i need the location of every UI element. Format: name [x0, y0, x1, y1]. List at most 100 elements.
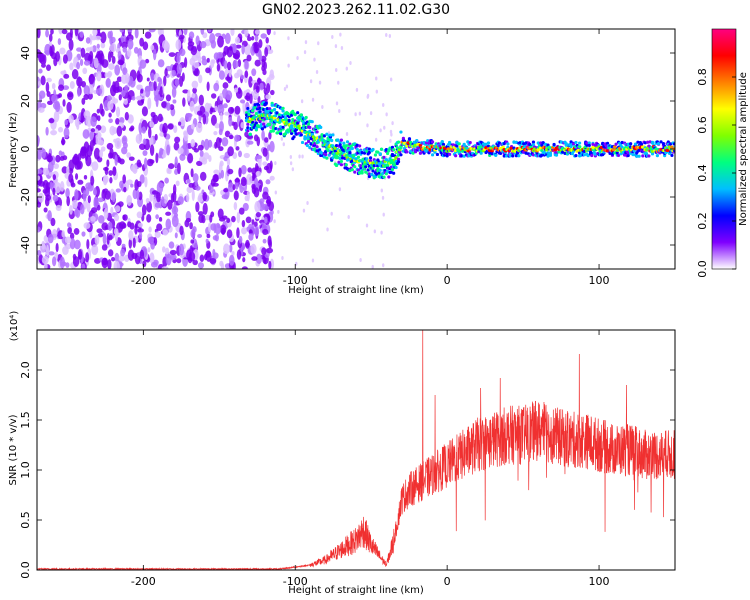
- noise-speckle: [254, 59, 261, 67]
- noise-speckle: [85, 115, 93, 127]
- noise-speckle: [213, 222, 217, 234]
- signal-cell: [641, 154, 645, 158]
- noise-speckle: [107, 221, 113, 231]
- signal-cell: [486, 141, 491, 145]
- noise-speckle: [259, 198, 265, 204]
- colorbar-tick-label: 0.0: [696, 260, 709, 278]
- noise-speckle: [166, 144, 171, 156]
- noise-speckle: [93, 57, 99, 69]
- noise-speckle: [92, 29, 98, 37]
- noise-speckle: [215, 136, 221, 149]
- noise-speckle: [118, 254, 125, 262]
- noise-speckle: [190, 168, 194, 178]
- noise-speckle: [161, 39, 169, 50]
- noise-speckle: [107, 259, 112, 269]
- noise-speckle: [145, 197, 150, 204]
- noise-speckle: [358, 111, 362, 116]
- signal-cell: [245, 113, 249, 117]
- noise-speckle: [214, 105, 218, 112]
- noise-speckle: [142, 150, 148, 156]
- noise-speckle: [218, 70, 225, 80]
- noise-speckle: [379, 128, 382, 133]
- noise-speckle: [97, 215, 105, 224]
- noise-speckle: [37, 188, 41, 193]
- noise-speckle: [66, 165, 70, 176]
- noise-speckle: [112, 127, 118, 134]
- noise-speckle: [150, 261, 158, 268]
- signal-cell: [359, 164, 363, 168]
- noise-speckle: [199, 171, 207, 182]
- noise-speckle: [44, 50, 51, 55]
- signal-cell: [396, 160, 401, 164]
- signal-cell: [548, 153, 553, 157]
- colorbar-tick-label: 0.4: [696, 164, 709, 182]
- noise-speckle: [155, 95, 159, 108]
- noise-speckle: [157, 113, 163, 123]
- noise-speckle: [70, 182, 76, 188]
- noise-speckle: [259, 82, 264, 91]
- signal-cell: [366, 168, 370, 172]
- snr-x-ticks: -200 -100 0 100: [131, 330, 610, 588]
- noise-speckle: [38, 192, 45, 203]
- noise-speckle: [234, 72, 240, 79]
- signal-cell: [546, 154, 550, 158]
- y-tick-label: 0: [19, 146, 32, 153]
- noise-speckle: [55, 51, 60, 62]
- signal-cell: [360, 150, 364, 155]
- noise-speckle: [260, 33, 267, 39]
- noise-speckle: [125, 72, 130, 84]
- signal-cell: [396, 140, 401, 144]
- noise-speckle: [85, 37, 91, 44]
- signal-cell: [254, 111, 258, 116]
- noise-speckle: [262, 228, 269, 236]
- noise-speckle: [241, 227, 247, 235]
- noise-speckle: [188, 251, 196, 262]
- noise-speckle: [83, 175, 88, 180]
- signal-cell: [358, 171, 362, 175]
- noise-speckle: [274, 161, 277, 166]
- noise-speckle: [262, 203, 269, 211]
- noise-speckle: [136, 84, 141, 90]
- signal-cell: [586, 153, 590, 158]
- noise-speckle: [258, 158, 262, 168]
- signal-cell: [355, 143, 359, 147]
- signal-cell: [647, 154, 651, 158]
- noise-speckle: [206, 233, 211, 239]
- noise-speckle: [108, 118, 113, 124]
- noise-speckle: [48, 33, 53, 42]
- signal-cell: [390, 145, 395, 149]
- signal-cell: [377, 171, 381, 175]
- noise-speckle: [73, 239, 81, 250]
- noise-speckle: [50, 217, 56, 227]
- noise-speckle: [210, 59, 215, 69]
- signal-cell: [615, 151, 619, 155]
- noise-speckle: [90, 207, 98, 214]
- noise-speckle: [371, 264, 374, 269]
- noise-speckle: [167, 163, 175, 170]
- signal-cell: [508, 152, 512, 156]
- noise-speckle: [150, 111, 156, 118]
- signal-cell: [531, 140, 536, 144]
- noise-speckle: [186, 186, 193, 194]
- noise-speckle: [127, 38, 134, 50]
- noise-speckle: [247, 36, 252, 42]
- noise-speckle: [300, 99, 304, 104]
- signal-cell: [247, 112, 251, 117]
- noise-speckle: [135, 95, 143, 101]
- noise-speckle: [255, 253, 263, 265]
- signal-cell: [364, 170, 368, 174]
- noise-speckle: [127, 29, 133, 33]
- signal-cell: [338, 143, 342, 147]
- noise-speckle: [121, 222, 127, 229]
- noise-speckle: [69, 232, 75, 240]
- noise-speckle: [169, 104, 175, 111]
- signal-cell: [511, 154, 515, 158]
- noise-speckle: [117, 50, 122, 60]
- signal-cell: [325, 156, 329, 160]
- noise-speckle: [96, 71, 102, 82]
- noise-speckle: [219, 92, 224, 101]
- signal-cell: [384, 172, 388, 176]
- noise-speckle: [122, 67, 128, 75]
- signal-cell: [605, 141, 610, 145]
- signal-cell: [672, 142, 675, 146]
